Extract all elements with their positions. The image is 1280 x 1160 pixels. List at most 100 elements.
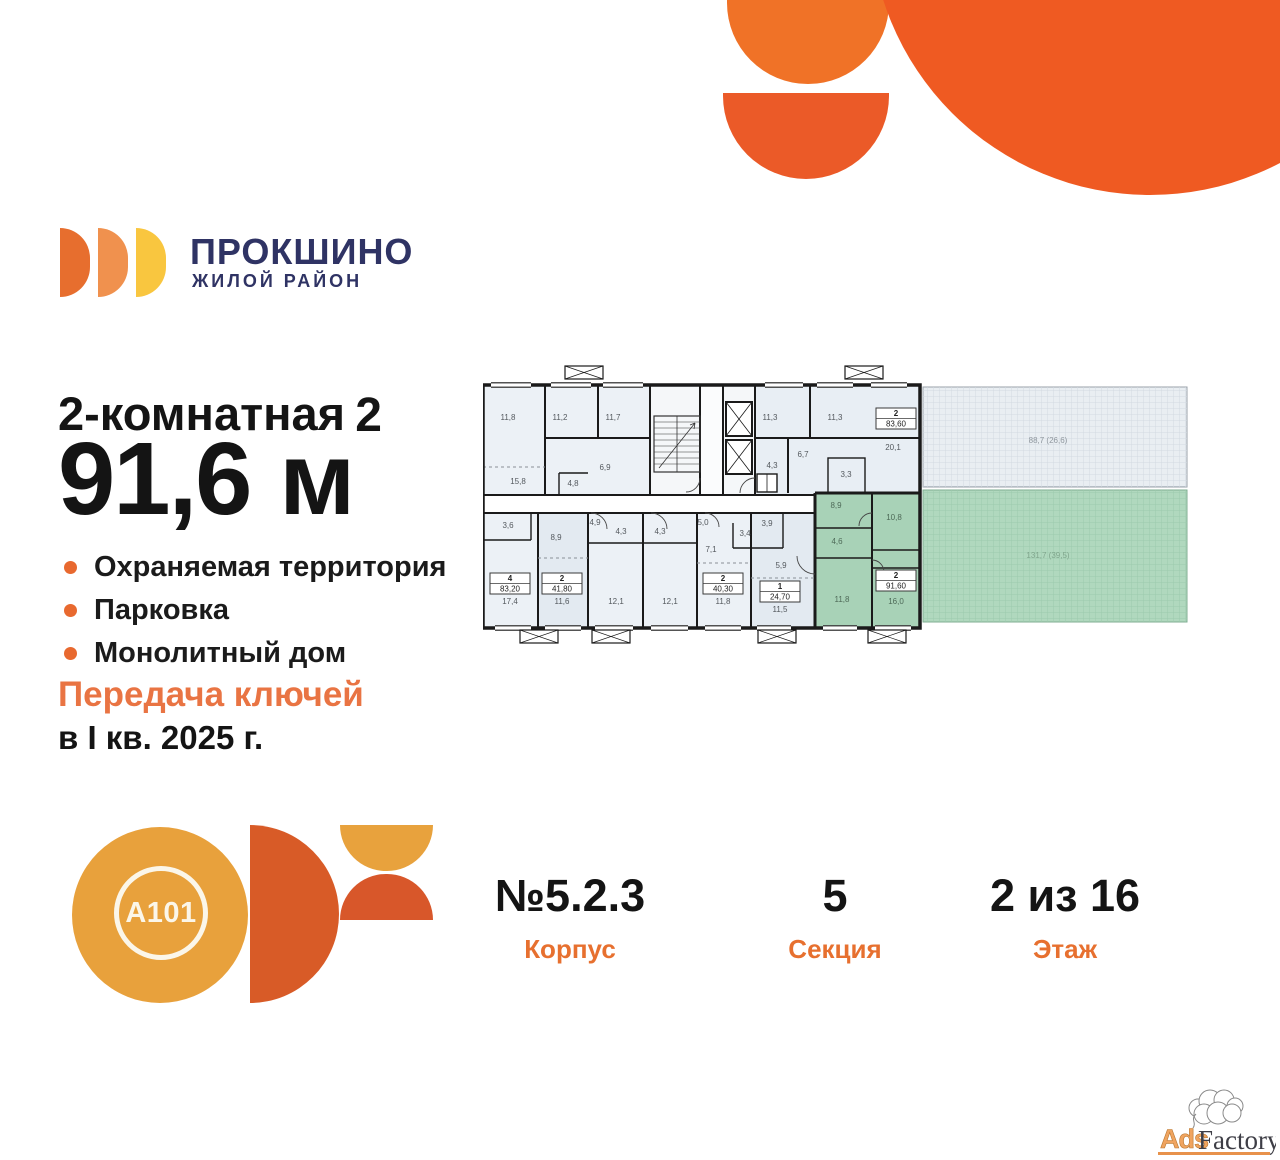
feature-label: Монолитный дом (94, 637, 347, 669)
svg-text:11,7: 11,7 (606, 413, 622, 422)
watermark-ads-text: Ads (1160, 1124, 1208, 1154)
svg-text:88,7 (26,6): 88,7 (26,6) (1029, 436, 1068, 445)
svg-text:2: 2 (894, 409, 899, 418)
terrace-green (922, 489, 1188, 623)
svg-text:41,80: 41,80 (552, 585, 573, 594)
area-value: 91,6 м2 (58, 390, 382, 533)
svg-text:6,7: 6,7 (797, 450, 809, 459)
svg-text:7,1: 7,1 (705, 545, 717, 554)
section-label: Секция (788, 934, 882, 964)
stairs (653, 415, 701, 473)
svg-text:11,3: 11,3 (763, 413, 779, 422)
brand-halfcircle-icon (136, 228, 166, 297)
svg-text:4,3: 4,3 (766, 461, 778, 470)
bullet-icon (64, 647, 77, 660)
brand-halfcircle-icon (98, 228, 128, 297)
brand-halfcircle-icon (60, 228, 90, 297)
area-number: 91,6 (58, 421, 252, 536)
svg-text:40,30: 40,30 (713, 585, 734, 594)
watermark-factory-text: Factory (1198, 1125, 1276, 1155)
elevators (725, 401, 778, 493)
floor-plan: 11,8 11,2 11,7 11,3 11,3 6,9 15,8 4,8 6,7 4,3 3,3 2… (483, 365, 1188, 644)
building-outline (483, 383, 922, 630)
handover-title: Передача ключей (58, 675, 364, 714)
svg-text:83,20: 83,20 (500, 585, 521, 594)
feature-item: Охраняемая территория (64, 552, 446, 582)
area-superscript: 2 (355, 388, 382, 442)
section-value: 5 (822, 870, 848, 921)
adsfactory-watermark: Ads Factory (1158, 1089, 1276, 1155)
svg-text:24,70: 24,70 (770, 593, 791, 602)
svg-text:11,6: 11,6 (555, 597, 571, 606)
building-label: Корпус (524, 934, 616, 964)
feature-item: Парковка (64, 595, 446, 625)
floor-label: Этаж (1032, 934, 1098, 964)
svg-text:5,0: 5,0 (697, 518, 709, 527)
brand-title: ПРОКШИНО (190, 231, 414, 272)
svg-text:10,8: 10,8 (886, 513, 902, 522)
detail-floor: 2 из 16 Этаж (945, 870, 1185, 965)
svg-text:4,3: 4,3 (615, 527, 627, 536)
detail-section: 5 Секция (725, 870, 945, 965)
svg-text:4,6: 4,6 (831, 537, 843, 546)
dashed-lines (483, 466, 815, 579)
svg-text:91,60: 91,60 (886, 582, 907, 591)
a101-logo-badge: A101 (114, 866, 208, 960)
feature-label: Охраняемая территория (94, 551, 447, 583)
bullet-icon (64, 561, 77, 574)
svg-text:6,9: 6,9 (599, 463, 611, 472)
svg-text:2: 2 (560, 574, 565, 583)
svg-text:8,9: 8,9 (550, 533, 562, 542)
svg-text:11,5: 11,5 (773, 605, 789, 614)
feature-item: Монолитный дом (64, 638, 446, 668)
svg-text:15,8: 15,8 (510, 477, 526, 486)
floor-value: 2 из 16 (989, 870, 1141, 921)
rooms-title: 2-комнатная (58, 387, 346, 440)
svg-text:11,8: 11,8 (501, 413, 517, 422)
svg-text:83,60: 83,60 (886, 420, 907, 429)
detail-building: №5.2.3 Корпус (430, 870, 710, 965)
svg-text:4,8: 4,8 (567, 479, 579, 488)
svg-text:1: 1 (778, 582, 783, 591)
plan-labels: 11,8 11,2 11,7 11,3 11,3 6,9 15,8 4,8 6,7 4,3 3,3 2… (489, 407, 1070, 614)
feature-label: Парковка (94, 594, 230, 626)
watermark-underline (1158, 1152, 1270, 1155)
terrace-gray (922, 386, 1188, 488)
interior-walls (483, 385, 920, 628)
a101-halfcircle-icon (250, 825, 339, 1003)
a101-logo-text: A101 (125, 896, 197, 929)
building-value: №5.2.3 (494, 870, 646, 921)
svg-text:11,3: 11,3 (828, 413, 844, 422)
decor-semicircle-light (727, 0, 889, 84)
svg-text:4: 4 (508, 574, 513, 583)
svg-text:3,4: 3,4 (739, 529, 751, 538)
features-list: Охраняемая территория Парковка Монолитны… (64, 552, 446, 681)
cloud-icon (1188, 1089, 1244, 1129)
a101-semicircle-bottom-icon (340, 874, 433, 920)
decor-big-circle (870, 0, 1280, 195)
svg-text:11,8: 11,8 (716, 597, 732, 606)
door-arcs (590, 477, 885, 575)
a101-semicircle-top-icon (340, 825, 433, 871)
plan-windows (491, 382, 911, 631)
svg-text:12,1: 12,1 (662, 597, 678, 606)
svg-text:3,3: 3,3 (840, 470, 852, 479)
svg-text:20,1: 20,1 (885, 443, 901, 452)
svg-text:5,9: 5,9 (775, 561, 787, 570)
svg-text:12,1: 12,1 (608, 597, 624, 606)
svg-text:11,8: 11,8 (835, 595, 851, 604)
decor-semicircle-dark (723, 93, 889, 179)
svg-text:3,6: 3,6 (502, 521, 514, 530)
svg-text:131,7 (39,5): 131,7 (39,5) (1026, 551, 1069, 560)
area-unit: м (279, 421, 356, 536)
svg-text:17,4: 17,4 (502, 597, 518, 606)
svg-text:3,9: 3,9 (761, 519, 773, 528)
svg-text:2: 2 (721, 574, 726, 583)
svg-text:2: 2 (894, 571, 899, 580)
vent-shafts (519, 365, 907, 644)
svg-text:4,3: 4,3 (654, 527, 666, 536)
svg-text:16,0: 16,0 (888, 597, 904, 606)
bullet-icon (64, 604, 77, 617)
handover-date: в I кв. 2025 г. (58, 719, 264, 756)
